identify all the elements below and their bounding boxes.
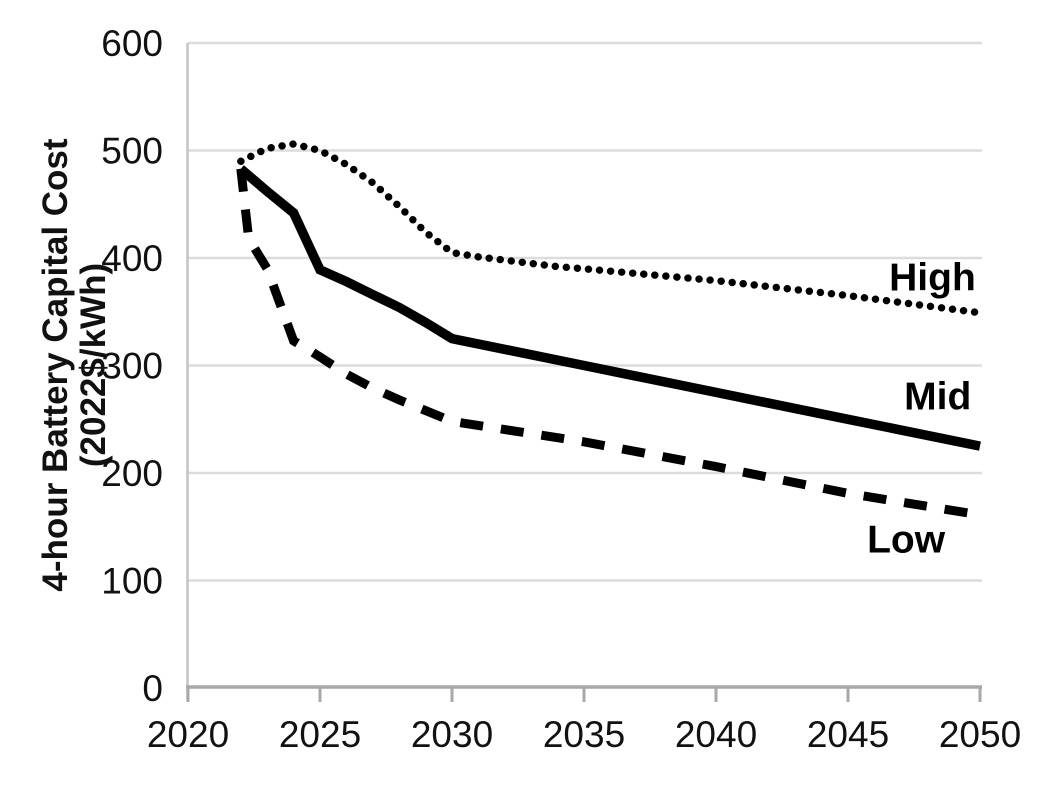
series-label-high: High — [889, 256, 976, 299]
series-line-low — [236, 168, 981, 520]
y-tick-label-300: 300 — [101, 346, 163, 387]
y-tick-label-100: 100 — [101, 561, 163, 602]
y-tick-label-500: 500 — [101, 131, 163, 172]
y-tick-label-0: 0 — [142, 668, 163, 709]
y-tick-label-200: 200 — [101, 453, 163, 494]
y-tick-label-600: 600 — [101, 23, 163, 64]
x-tick-label-2030: 2030 — [411, 714, 493, 755]
series-line-mid — [237, 165, 981, 451]
x-tick-label-2050: 2050 — [939, 714, 1021, 755]
x-tick-label-2035: 2035 — [543, 714, 625, 755]
series-label-mid: Mid — [904, 376, 971, 419]
y-tick-label-400: 400 — [101, 238, 163, 279]
x-tick-label-2045: 2045 — [807, 714, 889, 755]
x-tick-label-2040: 2040 — [675, 714, 757, 755]
series-line-high — [237, 140, 984, 317]
x-tick-label-2025: 2025 — [279, 714, 361, 755]
series-label-low: Low — [867, 519, 946, 562]
x-tick-label-2020: 2020 — [147, 714, 229, 755]
